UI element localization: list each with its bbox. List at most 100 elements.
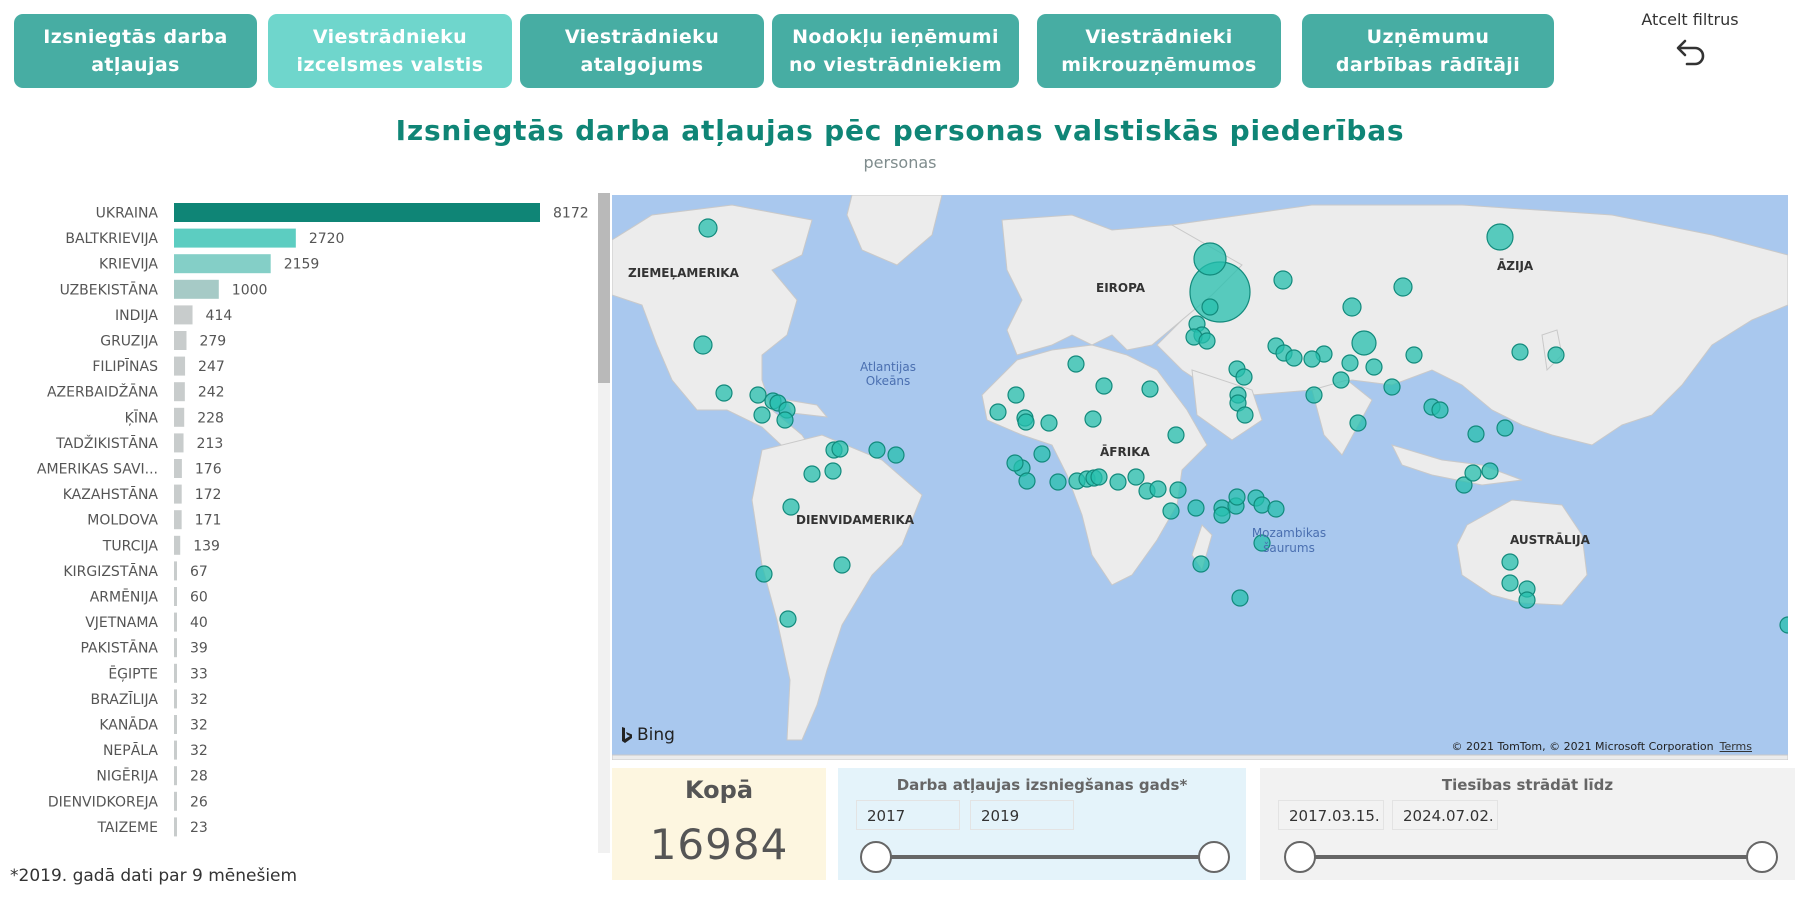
bar[interactable] — [174, 510, 182, 530]
map-bubble[interactable] — [1303, 350, 1321, 368]
map-bubble[interactable] — [1341, 354, 1359, 372]
map-bubble[interactable] — [1511, 343, 1529, 361]
map-bubble[interactable] — [1018, 472, 1036, 490]
map-bubble[interactable] — [989, 403, 1007, 421]
map-bubble[interactable] — [1040, 414, 1058, 432]
map-bubble[interactable] — [1162, 502, 1180, 520]
map-bubble[interactable] — [824, 462, 842, 480]
map-bubble[interactable] — [1006, 454, 1024, 472]
bar[interactable] — [174, 331, 187, 350]
map-bubble[interactable] — [1095, 377, 1113, 395]
map-bubble[interactable] — [1393, 277, 1413, 297]
chart-scrollbar[interactable] — [598, 193, 610, 853]
map-bubble[interactable] — [1167, 426, 1185, 444]
map-bubble[interactable] — [1349, 414, 1367, 432]
map-bubble[interactable] — [776, 411, 794, 429]
year-slicer[interactable]: Darba atļaujas izsniegšanas gads* 2017 2… — [838, 768, 1246, 880]
map-bubble[interactable] — [1236, 406, 1254, 424]
bar[interactable] — [174, 612, 177, 632]
bar[interactable] — [174, 715, 177, 734]
bar[interactable] — [174, 587, 177, 606]
map-bubble[interactable] — [1405, 346, 1423, 364]
map-bubble[interactable] — [1496, 419, 1514, 437]
map-bubble[interactable] — [1127, 468, 1145, 486]
bar[interactable] — [174, 791, 177, 811]
bar[interactable] — [174, 663, 177, 683]
tab-issued-permits[interactable]: Izsniegtās darba atļaujas — [14, 14, 257, 88]
map-bubble[interactable] — [1201, 298, 1219, 316]
map-bubble[interactable] — [698, 218, 718, 238]
year-from-input[interactable]: 2017 — [856, 800, 960, 830]
year-slider-track[interactable] — [876, 855, 1222, 859]
year-slider-start-handle[interactable] — [860, 841, 892, 873]
bar[interactable] — [174, 254, 271, 274]
bar[interactable] — [174, 817, 177, 837]
bar[interactable] — [174, 433, 184, 453]
scrollbar-thumb[interactable] — [598, 193, 610, 383]
date-slicer[interactable]: Tiesības strādāt līdz 2017.03.15. 2024.0… — [1260, 768, 1795, 880]
tab-origin-countries[interactable]: Viestrādnieku izcelsmes valstis — [268, 14, 512, 88]
map-bubble[interactable] — [1501, 553, 1519, 571]
map-bubble[interactable] — [693, 335, 713, 355]
bar[interactable] — [174, 740, 177, 760]
map-bubble[interactable] — [1067, 355, 1085, 373]
bar[interactable] — [174, 382, 185, 402]
map-bubble[interactable] — [1049, 473, 1067, 491]
map-bubble[interactable] — [1342, 297, 1362, 317]
map-bubble[interactable] — [1193, 242, 1227, 276]
map-bubble[interactable] — [1141, 380, 1159, 398]
tab-business-indicators[interactable]: Uzņēmumu darbības rādītāji — [1302, 14, 1554, 88]
map-bubble[interactable] — [1431, 401, 1449, 419]
map-bubble[interactable] — [1464, 464, 1482, 482]
world-map[interactable]: ZIEMEĻAMERIKA EIROPA ĀZIJA ĀFRIKA DIENVI… — [612, 195, 1788, 760]
map-bubble[interactable] — [1501, 574, 1519, 592]
map-bubble[interactable] — [1486, 223, 1514, 251]
bar[interactable] — [174, 407, 185, 427]
map-bubble[interactable] — [1267, 500, 1285, 518]
map-bubble[interactable] — [1149, 480, 1167, 498]
bar[interactable] — [174, 535, 181, 555]
map-bubble[interactable] — [1285, 349, 1303, 367]
map-bubble[interactable] — [1109, 473, 1127, 491]
date-from-input[interactable]: 2017.03.15. — [1278, 800, 1384, 830]
map-bubble[interactable] — [1198, 332, 1216, 350]
map-bubble[interactable] — [887, 446, 905, 464]
reset-filters-button[interactable]: Atcelt filtrus — [1630, 10, 1750, 67]
map-bubble[interactable] — [1305, 386, 1323, 404]
map-bubble[interactable] — [755, 565, 773, 583]
map-bubble[interactable] — [833, 556, 851, 574]
map-bubble[interactable] — [779, 610, 797, 628]
map-bubble[interactable] — [1332, 371, 1350, 389]
map-bubble[interactable] — [1007, 386, 1025, 404]
bar[interactable] — [174, 356, 186, 376]
map-bubble[interactable] — [803, 465, 821, 483]
date-slider-start-handle[interactable] — [1284, 841, 1316, 873]
map-bubble[interactable] — [1351, 330, 1377, 356]
bar[interactable] — [174, 561, 178, 581]
map-bubble[interactable] — [1547, 346, 1565, 364]
map-bubble[interactable] — [1253, 534, 1271, 552]
bar[interactable] — [174, 228, 296, 248]
map-bubble[interactable] — [868, 441, 886, 459]
map-bubble[interactable] — [1090, 468, 1108, 486]
bar[interactable] — [174, 484, 182, 504]
map-bubble[interactable] — [1192, 555, 1210, 573]
map-bubble[interactable] — [1187, 499, 1205, 517]
bar[interactable] — [174, 766, 177, 786]
map-bubble[interactable] — [1235, 368, 1253, 386]
map-bubble[interactable] — [753, 406, 771, 424]
map-bubble[interactable] — [1017, 413, 1035, 431]
year-to-input[interactable]: 2019 — [970, 800, 1074, 830]
bar[interactable] — [174, 203, 540, 222]
tab-tax-revenue[interactable]: Nodokļu ieņēmumi no viestrādniekiem — [772, 14, 1019, 88]
tab-micro-enterprises[interactable]: Viestrādnieki mikrouzņēmumos — [1037, 14, 1281, 88]
map-bubble[interactable] — [749, 386, 767, 404]
map-bubble[interactable] — [1779, 616, 1788, 634]
map-bubble[interactable] — [1455, 476, 1473, 494]
map-bubble[interactable] — [782, 498, 800, 516]
map-bubble[interactable] — [1273, 270, 1293, 290]
map-bubble[interactable] — [1518, 591, 1536, 609]
map-bubble[interactable] — [1084, 410, 1102, 428]
map-bubble[interactable] — [1228, 488, 1246, 506]
map-bubble[interactable] — [1213, 506, 1231, 524]
